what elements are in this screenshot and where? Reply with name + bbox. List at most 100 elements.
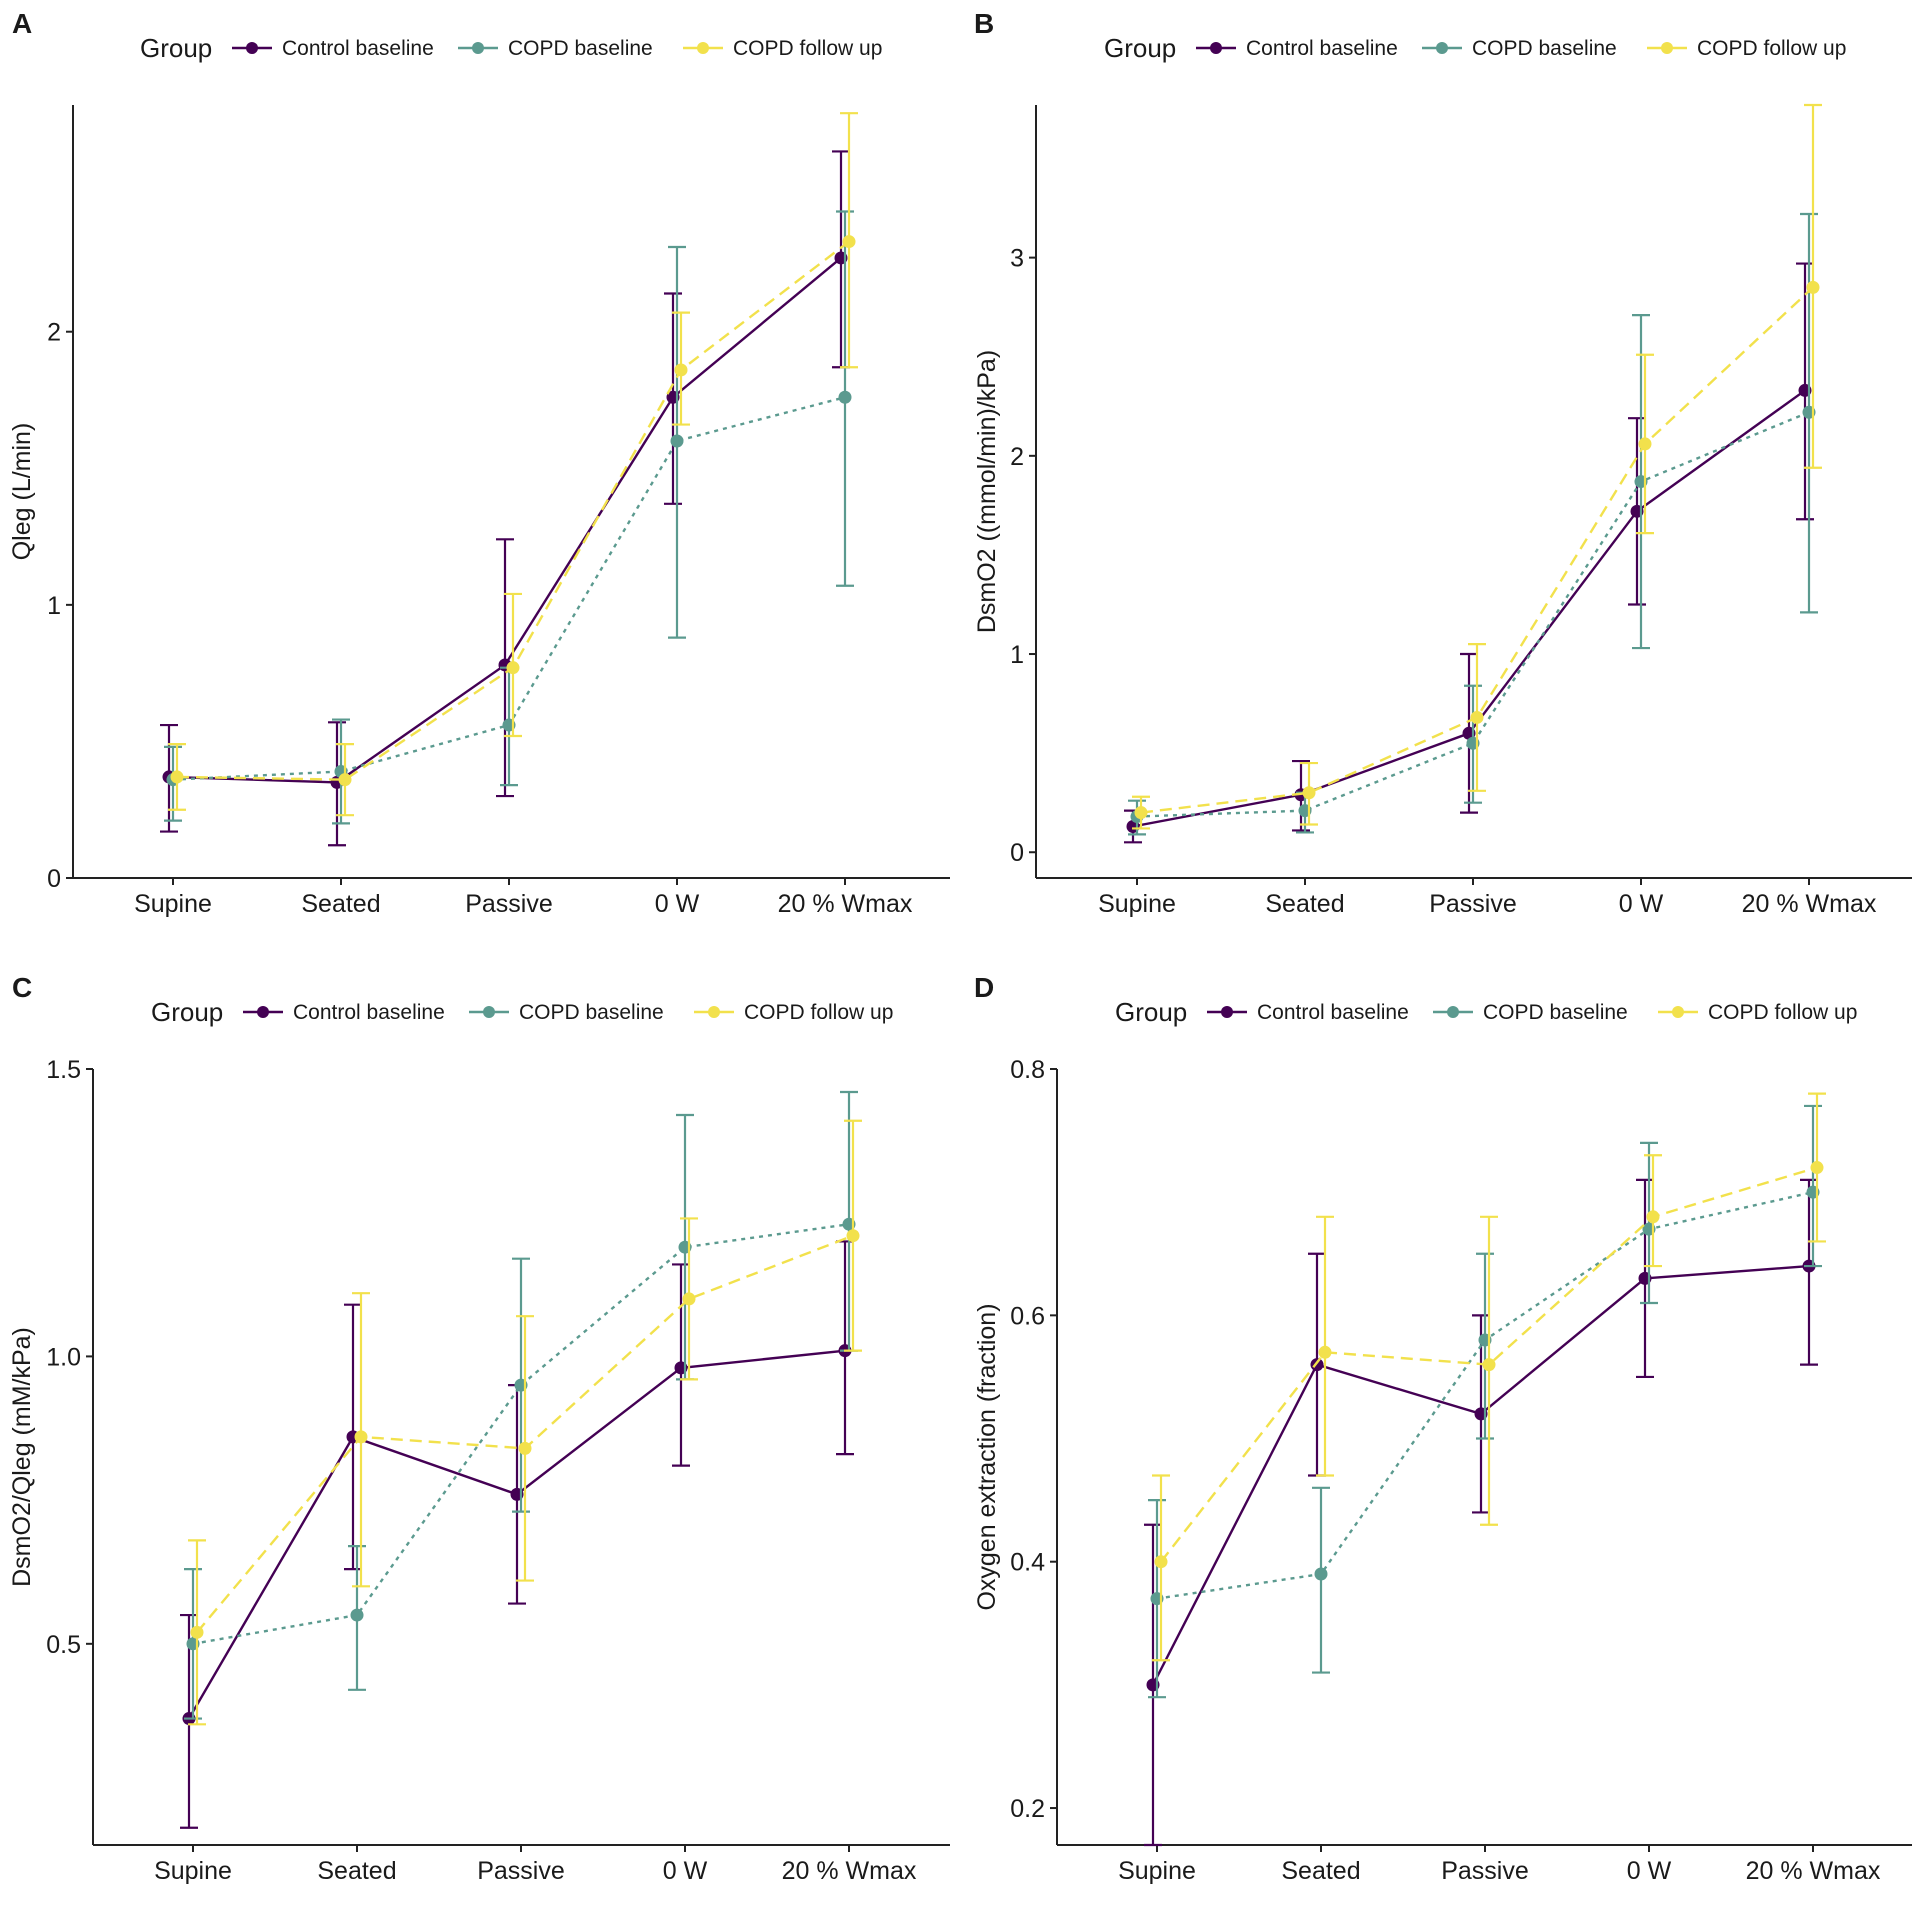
x-tick-label: 20 % Wmax [782,1857,917,1885]
series-line [192,1223,850,1645]
series-followup [168,112,858,817]
x-tick-label: 0 W [1627,1857,1672,1885]
series-copd [184,1090,858,1720]
data-point [1638,437,1652,451]
legend: Group Control baseline COPD baseline COPD f… [140,33,882,63]
x-tick-label: Seated [1265,890,1344,918]
legend-label-control: Control baseline [293,1001,445,1024]
y-tick-label: 0.2 [1010,1795,1045,1823]
y-axis-label: Qleg (L/min) [8,423,36,561]
series-control [1124,262,1814,844]
y-axis-label: DsmO2 ((mmol/min)/kPa) [973,350,1001,633]
y-tick-label: 0 [1010,839,1024,867]
series-control [160,150,850,847]
x-tick-label: Seated [301,890,380,918]
y-tick-label: 0.5 [46,1631,81,1659]
panel-c: C Group Control baseline COPD baseline COPD … [8,972,950,1885]
x-tick-label: Passive [1441,1857,1529,1885]
data-point [1810,1161,1824,1175]
legend-label-followup: COPD follow up [733,37,882,60]
legend-label-followup: COPD follow up [744,1001,893,1024]
x-tick-label: Supine [1118,1857,1196,1885]
legend-label-copd: COPD baseline [508,37,653,60]
panel-d: D Group Control baseline COPD baseline COPD … [973,972,1912,1885]
x-tick-label: Seated [317,1857,396,1885]
series-copd [1148,1104,1822,1699]
legend: Group Control baseline COPD baseline COPD f… [1115,997,1857,1027]
y-tick-label: 3 [1010,245,1024,273]
data-point [838,390,852,404]
legend-key-followup [1658,1006,1698,1018]
series-copd [164,210,854,825]
data-point [674,363,688,377]
legend-label-control: Control baseline [1246,37,1398,60]
data-point [1646,1210,1660,1224]
y-tick-label: 1.0 [46,1343,81,1371]
data-point [1482,1358,1496,1372]
panel-a: A Group Control baseline COPD baseline COPD … [8,8,950,918]
x-tick-label: Supine [134,890,212,918]
legend-label-copd: COPD baseline [1483,1001,1628,1024]
panel-b: B Group Control baseline COPD baseline COPD … [973,8,1912,918]
x-tick-label: Seated [1281,1857,1360,1885]
legend-key-control [1196,42,1236,54]
x-tick-label: 0 W [663,1857,708,1885]
legend-title: Group [1104,33,1176,63]
data-point [506,661,520,675]
data-point [1134,806,1148,820]
data-point [670,434,684,448]
legend-key-copd [1422,42,1462,54]
y-tick-label: 0.4 [1010,1549,1045,1577]
series-line [1160,1166,1818,1563]
data-point [354,1430,368,1444]
y-tick-label: 2 [47,319,61,347]
legend-label-control: Control baseline [1257,1001,1409,1024]
data-point [1318,1345,1332,1359]
data-point [170,770,184,784]
data-point [846,1229,860,1243]
data-point [350,1608,364,1622]
x-tick-label: Supine [154,1857,232,1885]
y-tick-label: 0.8 [1010,1056,1045,1084]
legend-key-copd [458,42,498,54]
y-axis-label: DsmO2/Qleg (mM/kPa) [8,1327,36,1587]
panel-letter: D [974,972,994,1003]
data-point [1314,1567,1328,1581]
legend-label-followup: COPD follow up [1697,37,1846,60]
y-tick-label: 1 [1010,641,1024,669]
data-point [1470,710,1484,724]
panel-letter: A [12,8,32,39]
x-tick-label: Passive [1429,890,1517,918]
legend-key-copd [1433,1006,1473,1018]
y-tick-label: 0 [47,865,61,893]
series-copd [1128,212,1818,836]
data-point [518,1441,532,1455]
x-tick-label: Passive [477,1857,565,1885]
series-control [180,1240,854,1829]
series-followup [188,1119,862,1726]
y-tick-label: 1 [47,592,61,620]
legend-label-copd: COPD baseline [1472,37,1617,60]
series-followup [1152,1092,1826,1662]
data-point [842,235,856,249]
legend-key-followup [683,42,723,54]
data-point [338,773,352,787]
series-line [1136,411,1810,818]
data-point [1310,1358,1324,1372]
legend-key-followup [694,1006,734,1018]
data-point [1806,280,1820,294]
legend-title: Group [1115,997,1187,1027]
legend-label-followup: COPD follow up [1708,1001,1857,1024]
data-point [682,1292,696,1306]
legend-title: Group [140,33,212,63]
x-tick-label: 20 % Wmax [1746,1857,1881,1885]
series-control [1144,1178,1818,1847]
legend-key-followup [1647,42,1687,54]
legend-key-control [232,42,272,54]
x-tick-label: 20 % Wmax [1742,890,1877,918]
x-tick-label: 0 W [1619,890,1664,918]
legend-label-control: Control baseline [282,37,434,60]
legend-title: Group [151,997,223,1027]
data-point [190,1625,204,1639]
